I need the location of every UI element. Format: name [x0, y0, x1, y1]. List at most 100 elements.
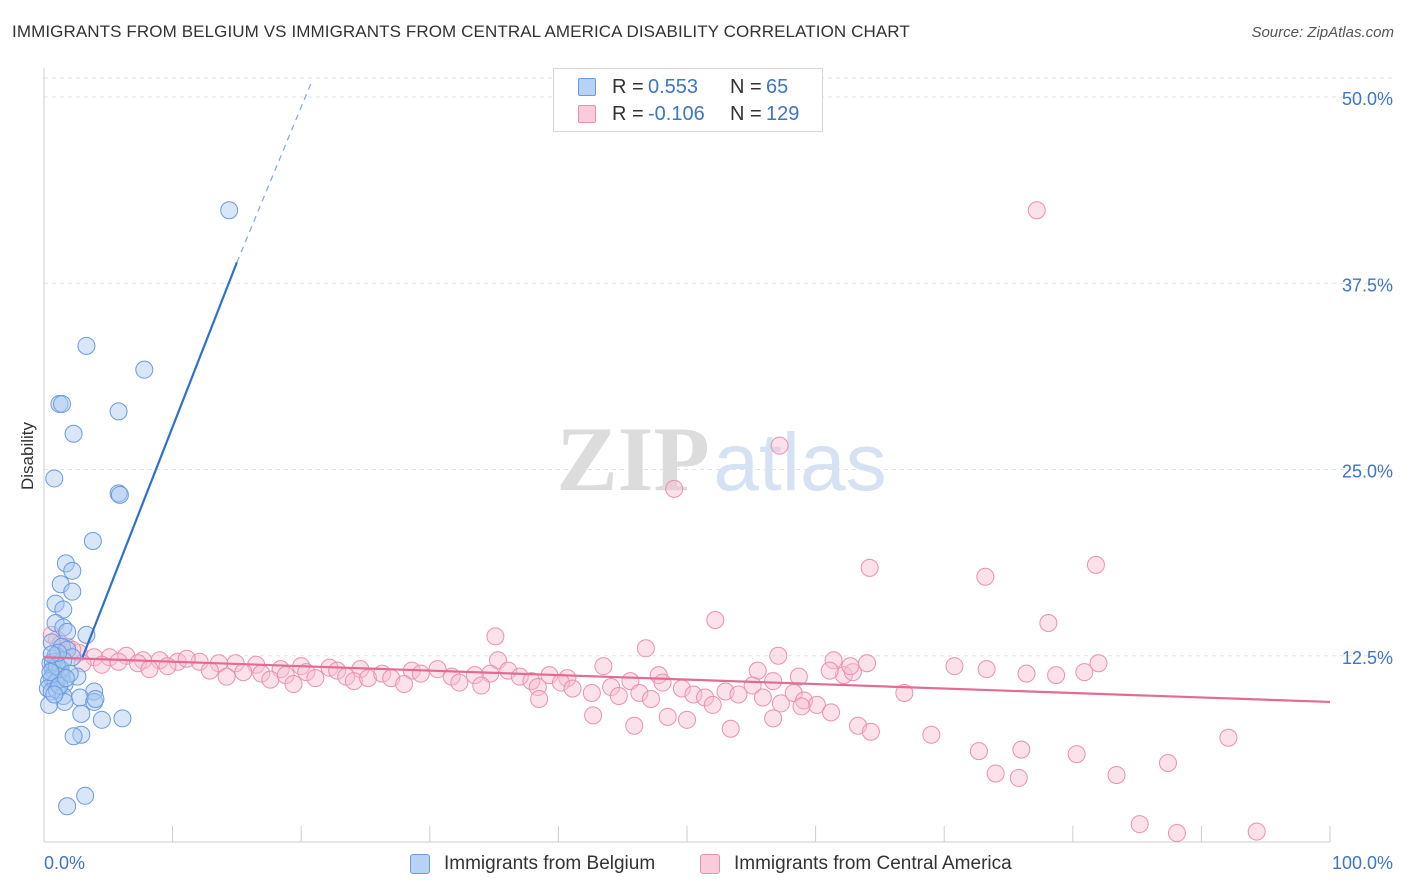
central-america-trend-line	[43, 656, 1331, 704]
belgium-point	[86, 689, 105, 708]
central-america-point	[771, 694, 790, 713]
central-america-point	[706, 610, 725, 629]
bottom-legend-swatch-belgium	[410, 854, 430, 874]
y-tick-label: 50.0%	[1342, 89, 1393, 109]
belgium-trend-line	[81, 261, 238, 658]
belgium-point	[55, 692, 74, 711]
central-america-point	[563, 679, 582, 698]
belgium-point	[40, 695, 59, 714]
central-america-point	[630, 684, 649, 702]
central-america-point	[306, 669, 325, 688]
central-america-point	[721, 719, 740, 738]
watermark: ZIP atlas	[556, 408, 886, 510]
legend-n-value: 129	[766, 102, 800, 125]
belgium-point	[56, 554, 75, 573]
central-america-point	[792, 697, 811, 716]
central-america-point	[395, 675, 414, 694]
belgium-point	[110, 485, 129, 504]
central-america-point	[807, 695, 826, 714]
central-america-point	[584, 706, 603, 725]
watermark-atlas: atlas	[713, 417, 886, 508]
x-tick-label-min: 0.0%	[44, 853, 85, 873]
x-tick-label-max: 100.0%	[1332, 853, 1393, 873]
belgium-point	[64, 424, 83, 443]
central-america-point	[1017, 664, 1036, 683]
belgium-point	[113, 709, 132, 728]
central-america-point	[986, 764, 1005, 783]
central-america-point	[625, 716, 644, 735]
central-america-point	[100, 648, 119, 667]
belgium-point	[220, 201, 239, 220]
central-america-point	[450, 673, 469, 692]
belgium-points	[38, 201, 239, 816]
central-america-point	[1027, 201, 1046, 220]
central-america-point	[764, 672, 783, 691]
central-america-point	[895, 684, 914, 702]
central-america-point	[1167, 824, 1186, 843]
central-america-point	[551, 673, 570, 692]
central-america-point	[703, 695, 722, 714]
belgium-point	[76, 786, 95, 805]
central-america-point	[1089, 654, 1108, 673]
central-america-point	[678, 710, 696, 729]
central-america-point	[684, 685, 703, 704]
belgium-point	[72, 725, 91, 744]
legend-swatch-belgium	[578, 78, 596, 96]
bottom-legend-central-america: Immigrants from Central America	[700, 851, 1012, 877]
central-america-point	[261, 670, 280, 689]
central-america-point	[1107, 765, 1126, 784]
central-america-point	[789, 667, 808, 686]
legend-n-label: N =	[730, 75, 762, 98]
central-america-point	[499, 661, 518, 680]
legend-r-label: R =	[612, 102, 644, 125]
legend-swatch-central-america	[578, 105, 596, 123]
legend-r-value: -0.106	[648, 102, 705, 125]
central-america-point	[128, 654, 147, 673]
central-america-point	[486, 627, 505, 646]
central-america-point	[428, 660, 447, 679]
central-america-point	[658, 707, 677, 726]
central-america-point	[653, 673, 672, 692]
central-america-point	[411, 664, 430, 683]
central-america-point	[465, 666, 484, 685]
belgium-point	[41, 663, 60, 682]
source-label: Source: ZipAtlas.com	[1251, 24, 1394, 41]
central-america-point	[769, 646, 788, 665]
bottom-legend-belgium: Immigrants from Belgium	[410, 851, 655, 877]
belgium-point	[45, 469, 64, 488]
legend: R = 0.553 N = 65 R = -0.106 N = 129	[553, 68, 823, 132]
central-america-point	[1158, 754, 1177, 773]
central-america-point	[234, 663, 253, 682]
legend-n-label: N =	[730, 102, 762, 125]
y-tick-label: 25.0%	[1342, 462, 1393, 482]
central-america-point	[177, 649, 196, 668]
belgium-point	[64, 727, 83, 746]
central-america-point	[1219, 728, 1238, 747]
central-america-point	[594, 657, 613, 676]
central-america-point	[344, 672, 363, 691]
belgium-point	[54, 600, 73, 619]
central-america-point	[860, 558, 879, 577]
belgium-point	[72, 704, 91, 723]
central-america-point	[770, 436, 789, 455]
belgium-point	[63, 561, 82, 580]
central-america-point	[784, 684, 803, 702]
central-america-point	[109, 652, 128, 671]
central-america-point	[1039, 613, 1058, 632]
axes	[43, 68, 1331, 843]
bottom-legend-swatch-central-america	[700, 854, 720, 874]
central-america-point	[641, 689, 660, 708]
bottom-legend-label-central-america: Immigrants from Central America	[734, 853, 1012, 874]
legend-row-belgium: R = 0.553 N = 65	[578, 75, 788, 99]
central-america-point	[1047, 666, 1066, 685]
central-america-point	[200, 661, 219, 680]
legend-row-central-america: R = -0.106 N = 129	[578, 102, 799, 126]
central-america-point	[945, 657, 964, 676]
central-america-point	[297, 663, 316, 682]
central-america-point	[1009, 768, 1028, 787]
central-america-point	[609, 686, 628, 705]
central-america-point	[1130, 815, 1149, 834]
central-america-point	[753, 688, 772, 707]
y-tick-label: 12.5%	[1342, 648, 1393, 668]
